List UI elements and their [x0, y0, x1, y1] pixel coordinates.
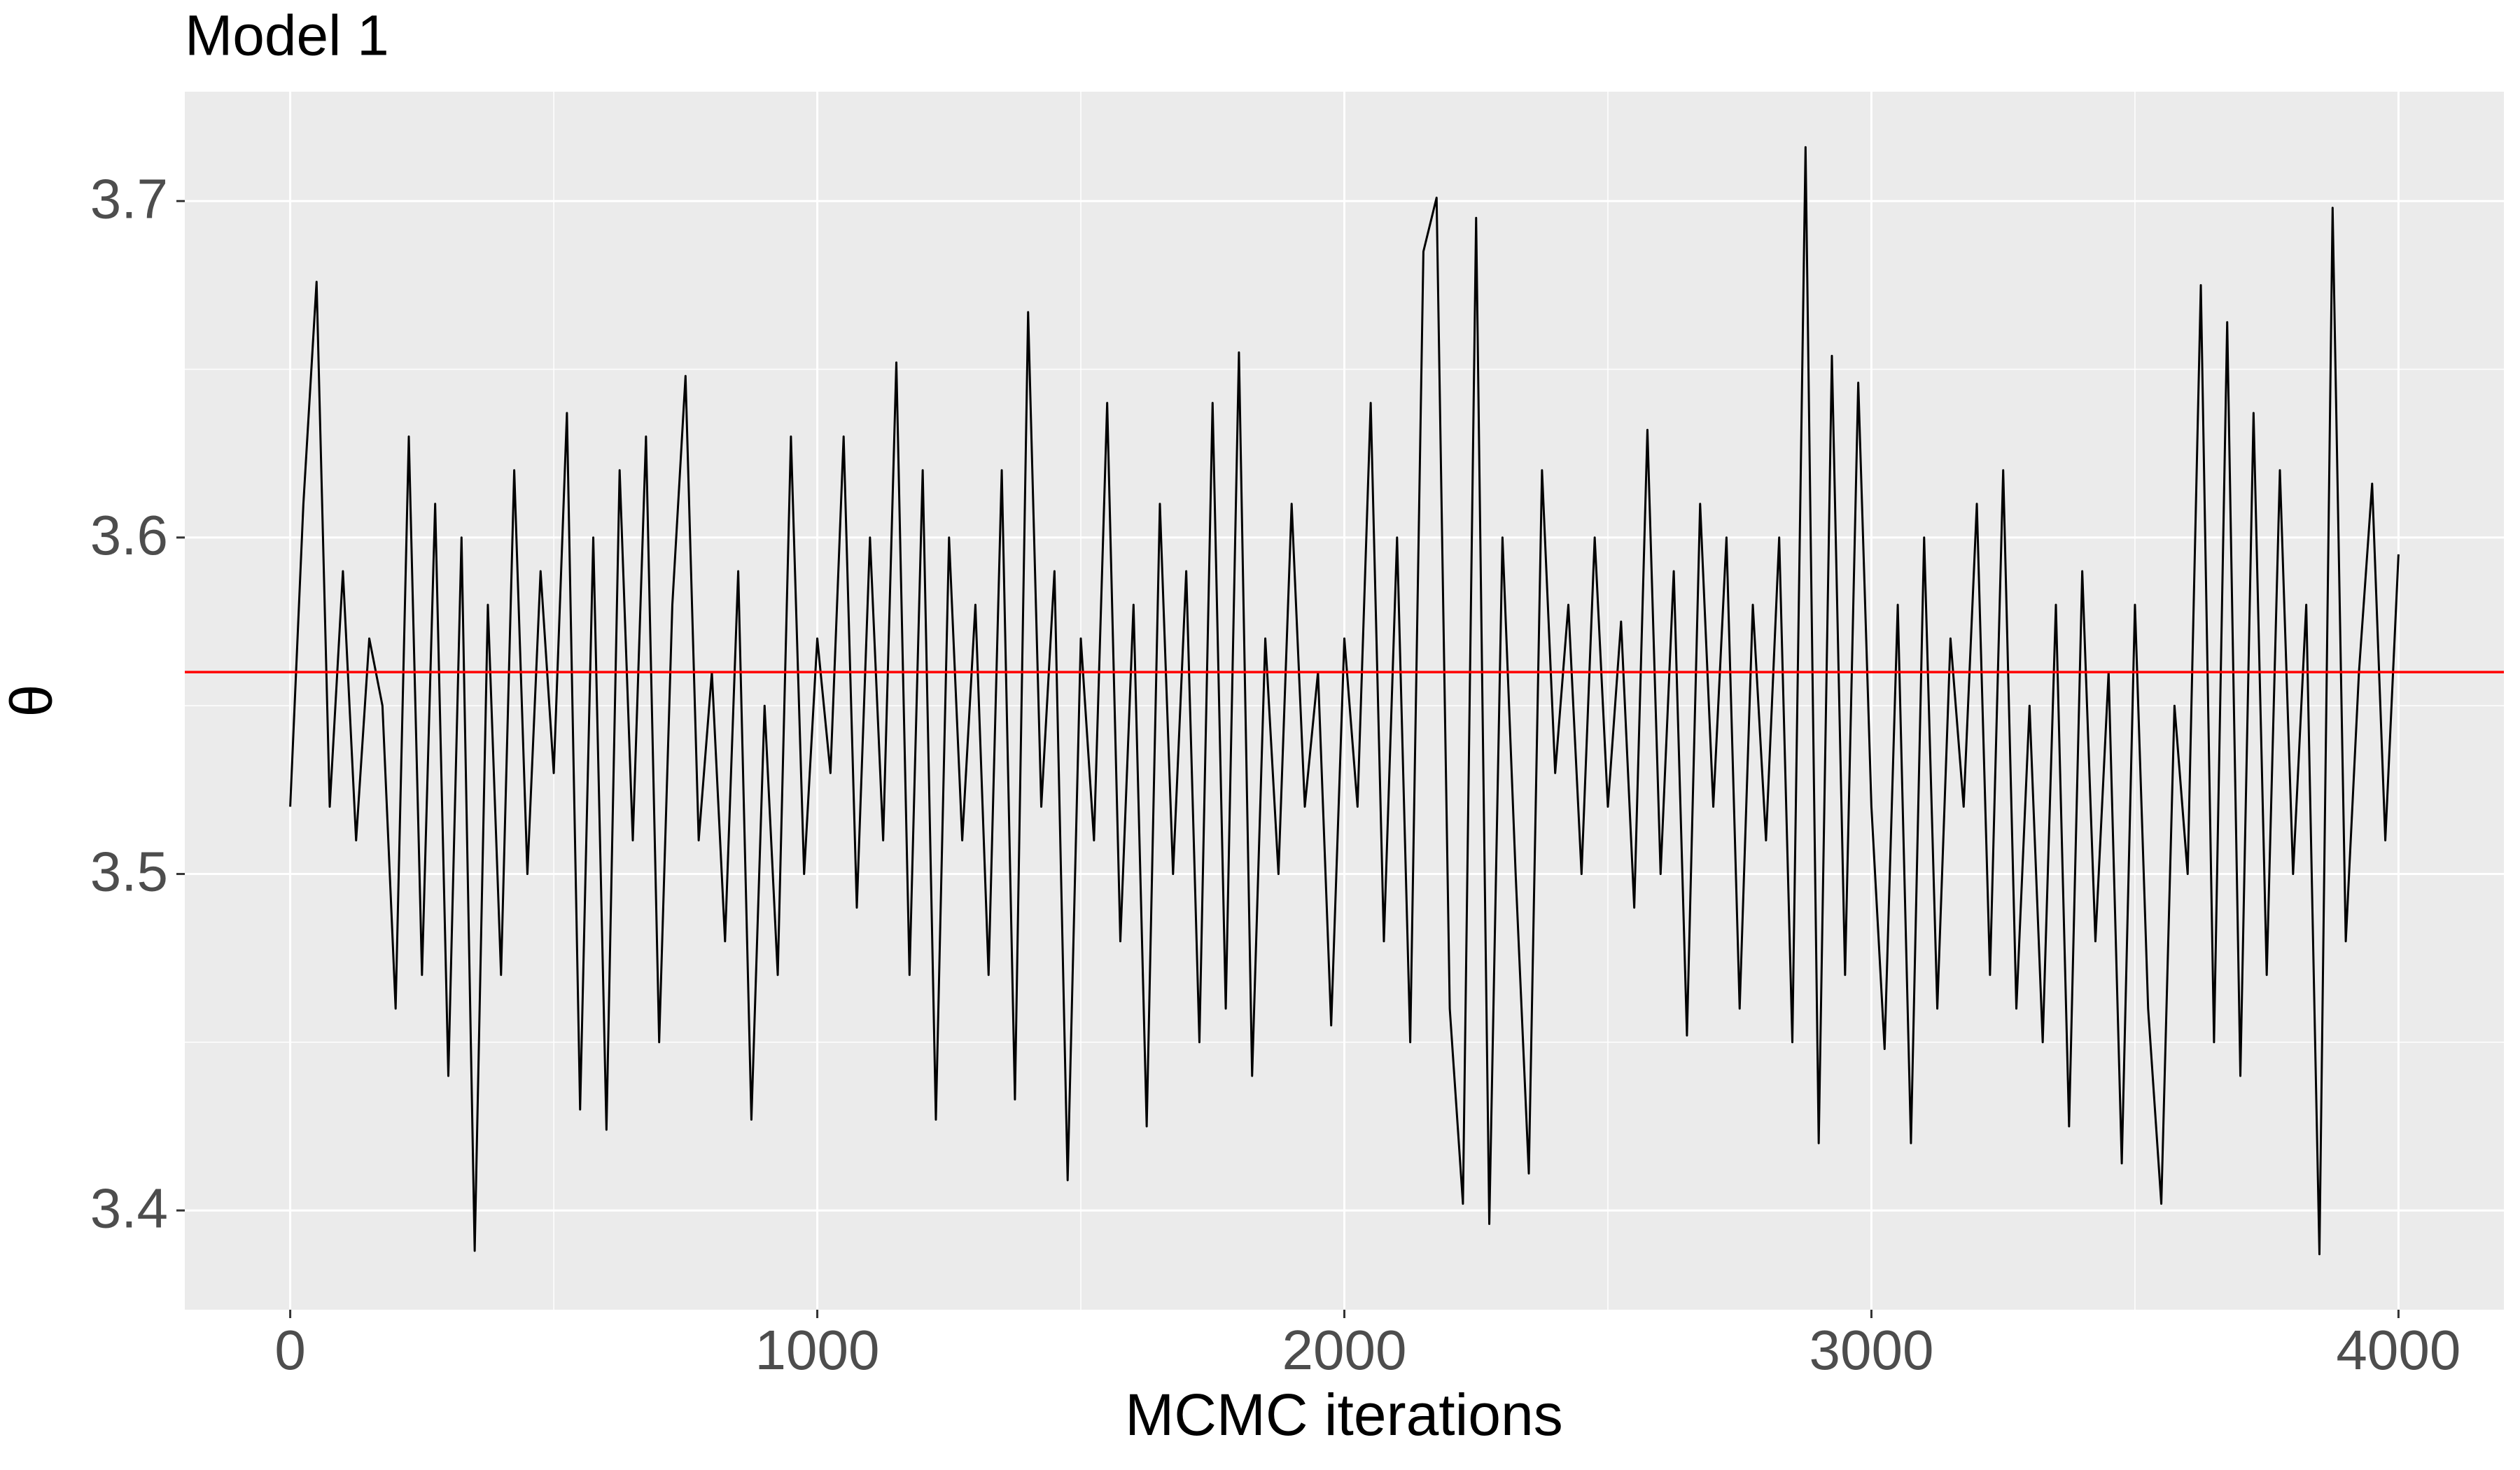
x-tick-label: 0 [274, 1319, 306, 1381]
trace-line [289, 146, 2400, 1256]
y-tick-label: 3.5 [90, 841, 168, 903]
y-axis-title: θ [0, 685, 64, 718]
chart-title: Model 1 [185, 4, 389, 68]
x-tick-label: 3000 [1809, 1319, 1933, 1381]
y-tick-label: 3.7 [90, 167, 168, 230]
y-tick-label: 3.4 [90, 1177, 168, 1239]
x-axis-title: MCMC iterations [1125, 1382, 1562, 1448]
x-tick-label: 1000 [755, 1319, 880, 1381]
x-tick-label: 4000 [2336, 1319, 2460, 1381]
y-tick-label: 3.6 [90, 504, 168, 566]
x-tick-label: 2000 [1282, 1319, 1407, 1381]
